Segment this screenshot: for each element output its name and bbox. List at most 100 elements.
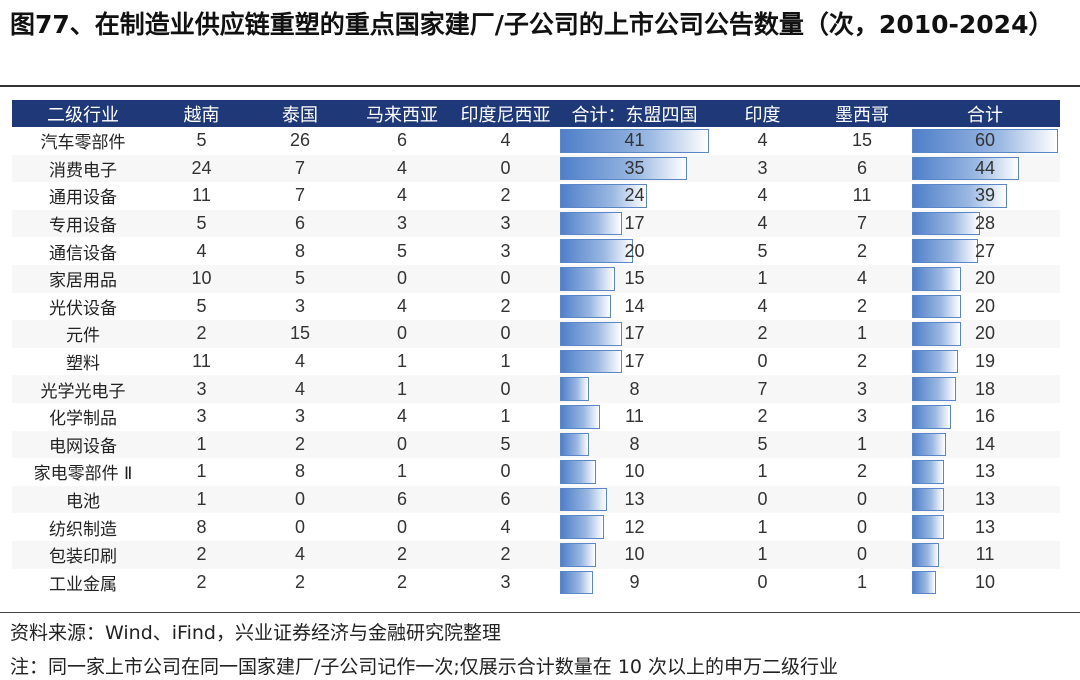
cell-asean-total-value: 14: [624, 295, 645, 316]
cell-total-bar: [912, 487, 944, 512]
cell-industry: 家居用品: [12, 264, 154, 293]
cell-total-bar: [912, 515, 944, 539]
cell-asean-total-bar: [560, 156, 687, 181]
cell-mexico: 6: [814, 154, 910, 183]
cell-mexico: 3: [814, 402, 910, 431]
cell-total-bar: [912, 129, 1058, 153]
cell-mexico: 15: [814, 127, 910, 155]
cell-asean-total-value: 9: [629, 571, 640, 592]
cell-mexico: 1: [814, 320, 910, 348]
cell-industry: 家电零部件 Ⅱ: [12, 458, 154, 486]
header-total: 合计: [910, 100, 1060, 127]
cell-india: 5: [711, 237, 814, 265]
cell-asean-total-bar: [560, 460, 596, 484]
cell-total: 10: [910, 568, 1060, 597]
cell-asean-total-bar: [560, 570, 593, 595]
cell-total-bar: [912, 349, 958, 374]
cell-mexico: 2: [814, 458, 910, 486]
cell-thailand: 3: [249, 402, 351, 431]
cell-asean-total-value: 15: [624, 268, 645, 289]
table-row: 化学制品 3 3 4 1 11 2 3 16: [12, 402, 1060, 431]
cell-asean-total: 10: [558, 540, 711, 569]
cell-total-value: 20: [974, 323, 996, 344]
cell-industry: 工业金属: [12, 568, 154, 597]
cell-industry: 化学制品: [12, 402, 154, 431]
cell-malaysia: 4: [351, 402, 453, 431]
cell-asean-total-value: 13: [624, 489, 645, 510]
cell-asean-total: 15: [558, 264, 711, 293]
cell-india: 4: [711, 292, 814, 321]
cell-asean-total: 35: [558, 154, 711, 183]
cell-mexico: 4: [814, 264, 910, 293]
cell-total-bar: [912, 211, 980, 236]
cell-malaysia: 6: [351, 485, 453, 514]
cell-asean-total: 10: [558, 458, 711, 486]
header-mexico: 墨西哥: [814, 100, 910, 127]
cell-total: 20: [910, 320, 1060, 348]
cell-industry: 包装印刷: [12, 540, 154, 569]
cell-total: 28: [910, 209, 1060, 238]
cell-total: 13: [910, 485, 1060, 514]
cell-asean-total: 8: [558, 430, 711, 459]
cell-asean-total-value: 10: [624, 461, 645, 482]
cell-total: 60: [910, 127, 1060, 155]
cell-vietnam: 4: [154, 237, 249, 265]
cell-indonesia: 1: [453, 402, 558, 431]
top-divider: [0, 85, 1080, 87]
cell-industry: 电网设备: [12, 430, 154, 459]
cell-malaysia: 2: [351, 540, 453, 569]
header-thailand: 泰国: [249, 100, 351, 127]
table-row: 通用设备 11 7 4 2 24 4 11 39: [12, 182, 1060, 210]
cell-total-value: 27: [974, 240, 996, 261]
cell-vietnam: 3: [154, 375, 249, 403]
cell-mexico: 7: [814, 209, 910, 238]
cell-indonesia: 2: [453, 540, 558, 569]
cell-industry: 消费电子: [12, 154, 154, 183]
cell-vietnam: 8: [154, 513, 249, 541]
cell-malaysia: 1: [351, 375, 453, 403]
cell-indonesia: 0: [453, 375, 558, 403]
table-row: 光学光电子 3 4 1 0 8 7 3 18: [12, 375, 1060, 403]
cell-asean-total-bar: [560, 322, 622, 346]
cell-total: 13: [910, 458, 1060, 486]
cell-thailand: 8: [249, 458, 351, 486]
cell-total-value: 20: [974, 268, 996, 289]
cell-asean-total: 17: [558, 320, 711, 348]
table-header-row: 二级行业 越南 泰国 马来西亚 印度尼西亚 合计：东盟四国 印度 墨西哥 合计: [12, 100, 1060, 127]
table-row: 通信设备 4 8 5 3 20 5 2 27: [12, 237, 1060, 265]
cell-asean-total: 9: [558, 568, 711, 597]
cell-malaysia: 0: [351, 320, 453, 348]
cell-indonesia: 3: [453, 209, 558, 238]
cell-industry: 元件: [12, 320, 154, 348]
cell-india: 0: [711, 485, 814, 514]
cell-total-value: 14: [974, 433, 996, 454]
cell-indonesia: 3: [453, 568, 558, 597]
cell-asean-total: 17: [558, 347, 711, 376]
cell-asean-total-value: 41: [624, 130, 645, 151]
cell-indonesia: 0: [453, 458, 558, 486]
cell-malaysia: 4: [351, 182, 453, 210]
cell-india: 0: [711, 347, 814, 376]
cell-vietnam: 3: [154, 402, 249, 431]
cell-india: 1: [711, 264, 814, 293]
cell-total-bar: [912, 404, 951, 429]
cell-asean-total-value: 17: [624, 213, 645, 234]
cell-india: 2: [711, 402, 814, 431]
cell-indonesia: 2: [453, 182, 558, 210]
cell-total-value: 39: [974, 185, 996, 206]
table-row: 电池 1 0 6 6 13 0 0 13: [12, 485, 1060, 514]
cell-malaysia: 4: [351, 292, 453, 321]
cell-total-bar: [912, 460, 944, 484]
cell-asean-total: 11: [558, 402, 711, 431]
cell-total: 11: [910, 540, 1060, 569]
cell-total-bar: [912, 266, 961, 291]
cell-total: 14: [910, 430, 1060, 459]
cell-asean-total-value: 12: [624, 516, 645, 537]
cell-total: 44: [910, 154, 1060, 183]
cell-asean-total: 8: [558, 375, 711, 403]
table-row: 消费电子 24 7 4 0 35 3 6 44: [12, 154, 1060, 183]
cell-mexico: 3: [814, 375, 910, 403]
cell-asean-total-bar: [560, 404, 600, 429]
cell-asean-total: 14: [558, 292, 711, 321]
bottom-divider: [0, 612, 1080, 613]
